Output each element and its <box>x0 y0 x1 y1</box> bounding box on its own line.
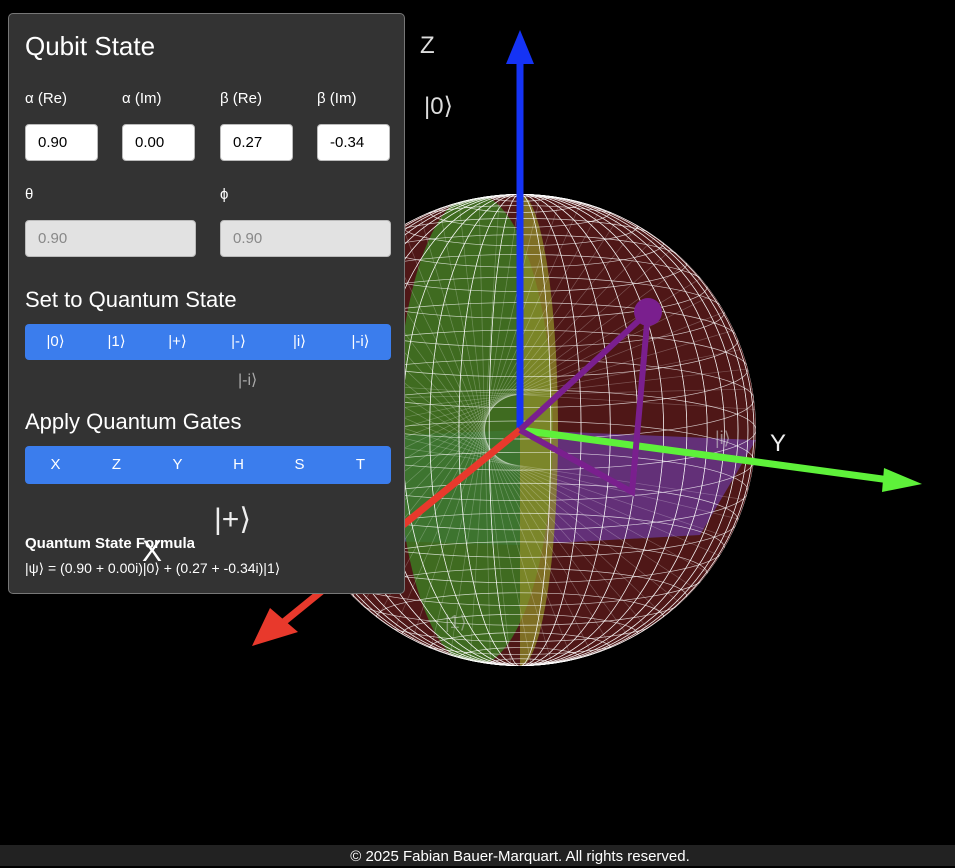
amplitude-input[interactable]: 0.00 <box>122 124 195 161</box>
field-label: ϕ <box>220 186 229 203</box>
wire-line <box>458 194 582 666</box>
equator-disk <box>520 430 756 545</box>
gate-button[interactable]: H <box>233 456 244 473</box>
field-label: β (Re) <box>220 90 262 107</box>
formula-title: Quantum State Formula <box>25 535 196 552</box>
state-button[interactable]: |i⟩ <box>292 333 307 350</box>
wire-line <box>368 249 612 648</box>
gate-button[interactable]: Y <box>172 456 183 473</box>
footer: © 2025 Fabian Bauer-Marquart. All rights… <box>0 845 955 866</box>
wire-line <box>411 197 562 641</box>
state-vector <box>517 304 652 497</box>
angle-input: 0.90 <box>25 220 196 257</box>
wire-line <box>429 194 611 666</box>
gate-button[interactable]: X <box>50 456 61 473</box>
section-title: Set to Quantum State <box>25 287 237 312</box>
xz-plane <box>397 194 553 666</box>
amplitude-input[interactable]: -0.34 <box>317 124 390 161</box>
amplitude-input[interactable]: 0.90 <box>25 124 98 161</box>
formula: |ψ⟩ = (0.90 + 0.00i)|0⟩ + (0.27 + -0.34i… <box>25 560 281 576</box>
state-point <box>634 298 662 326</box>
wire-line <box>488 658 552 666</box>
z-arrow <box>506 30 534 64</box>
y-axis <box>519 426 891 484</box>
wire-line <box>469 194 500 661</box>
section-title: Apply Quantum Gates <box>25 409 242 434</box>
field-label: α (Re) <box>25 90 68 107</box>
wire-line <box>449 194 521 656</box>
state-buttons: |0⟩ |1⟩ |+⟩ |-⟩ |i⟩ |-i⟩ <box>25 324 391 360</box>
wire-line <box>419 216 553 664</box>
angle-input: 0.90 <box>220 220 391 257</box>
panel-title: Qubit State <box>25 31 156 61</box>
state-button[interactable]: |1⟩ <box>107 333 126 350</box>
wire-line <box>393 201 582 630</box>
gate-button[interactable]: Z <box>111 456 122 473</box>
field-label: β (Im) <box>317 90 357 107</box>
state-button[interactable]: |-i⟩ <box>351 333 370 350</box>
wire-line <box>488 194 552 666</box>
wire-line <box>352 568 688 626</box>
amplitude-input[interactable]: 0.27 <box>220 124 293 161</box>
wire-line <box>478 197 491 665</box>
x-arrow <box>252 608 298 646</box>
state-button[interactable]: |0⟩ <box>46 333 65 350</box>
state-button[interactable]: |-⟩ <box>231 333 246 350</box>
gate-button[interactable]: S <box>294 456 305 473</box>
y-arrow <box>882 468 922 492</box>
gate-button[interactable]: T <box>355 456 366 473</box>
wire-line <box>458 647 582 666</box>
wire-line <box>384 236 593 655</box>
wire-line <box>458 202 512 666</box>
wire-line <box>377 208 602 619</box>
control-panel: Qubit State Set to Quantum State |0⟩ |1⟩ |… <box>8 13 405 594</box>
field-label: θ <box>25 186 34 203</box>
field-label: α (Im) <box>122 90 162 107</box>
state-button[interactable]: |+⟩ <box>168 333 187 350</box>
wire-line <box>401 225 573 661</box>
wire-line <box>438 208 532 666</box>
